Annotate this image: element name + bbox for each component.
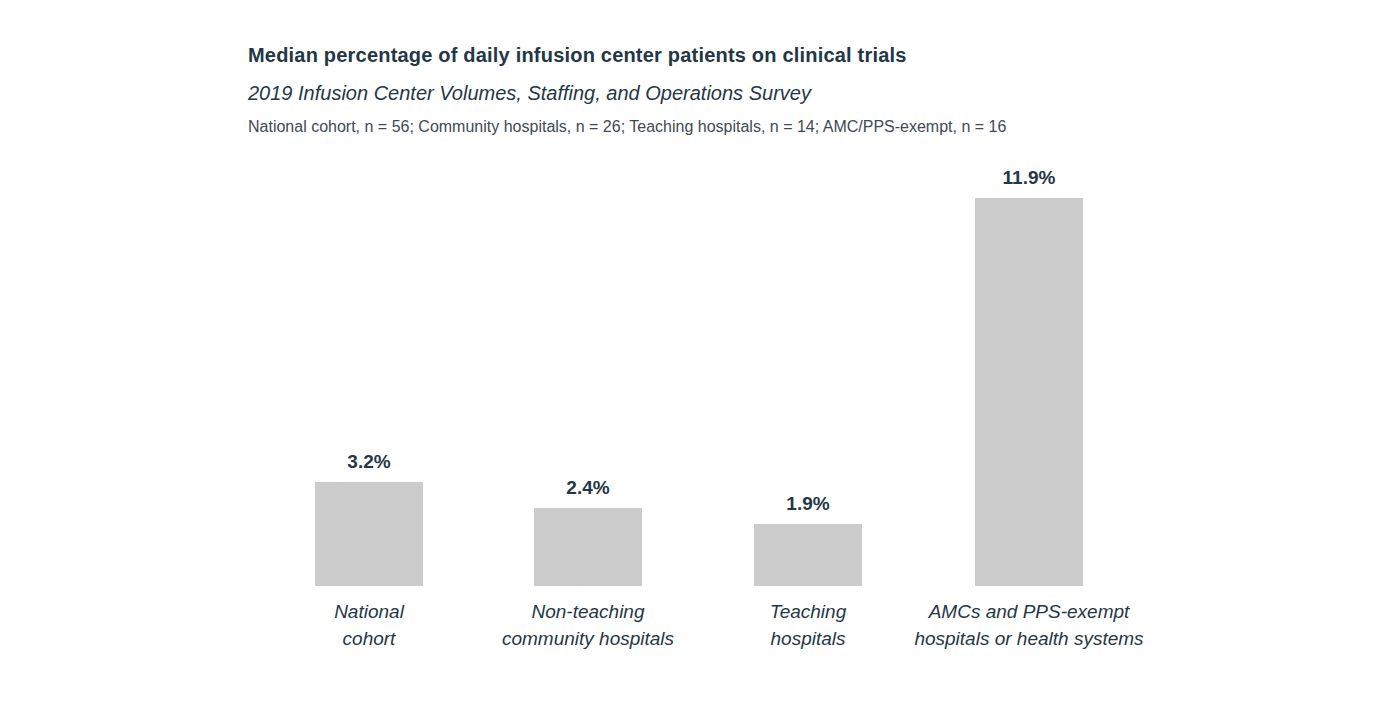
bar-national-cohort [315, 482, 423, 586]
bar-amc-pps-exempt [975, 198, 1083, 586]
bar-group-teaching-hospitals: 1.9% Teaching hospitals [698, 493, 918, 586]
bar-chart: 3.2% National cohort 2.4% Non-teaching c… [0, 0, 1400, 712]
page: Median percentage of daily infusion cent… [0, 0, 1400, 712]
bar-non-teaching-community-hospitals [534, 508, 642, 586]
bar-value-label: 11.9% [1003, 167, 1056, 189]
bar-value-label: 2.4% [566, 477, 609, 499]
bar-group-amc-pps-exempt: 11.9% AMCs and PPS-exempt hospitals or h… [919, 167, 1139, 586]
bar-group-national-cohort: 3.2% National cohort [259, 451, 479, 586]
bar-group-non-teaching-community-hospitals: 2.4% Non-teaching community hospitals [478, 477, 698, 586]
bar-teaching-hospitals [754, 524, 862, 586]
bar-category-label: AMCs and PPS-exempt hospitals or health … [879, 598, 1179, 652]
bar-value-label: 3.2% [347, 451, 390, 473]
bar-value-label: 1.9% [786, 493, 829, 515]
